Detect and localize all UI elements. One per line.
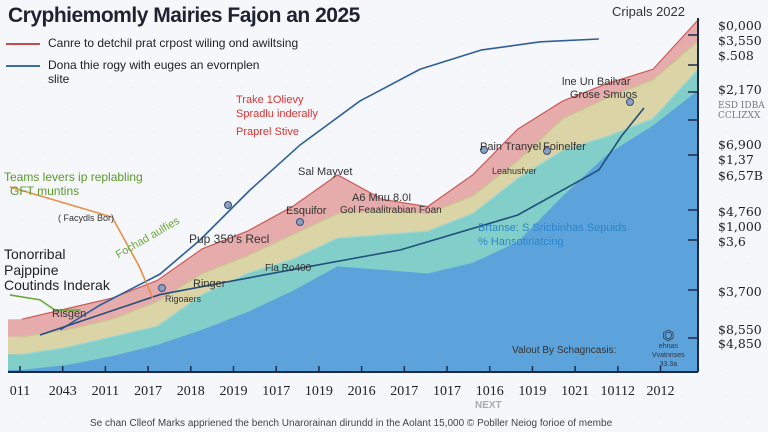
legend-item-blue: Dona thie rogy with euges an evornplen s… [6,58,278,86]
y-tick-label: $3,700 [718,284,762,299]
annotation: Rigoaers [165,294,202,304]
area-edge [21,68,699,355]
area-series-0 [8,90,699,373]
annotation: Pain Tranyel [480,141,542,153]
x-tick-label: 2018 [176,384,205,399]
annotation: Spradlu inderally [236,108,318,120]
y-tick-label: $1,37 [718,152,754,167]
annotation: Teams levers ip replabling [4,170,143,184]
annotation: Pajppine [4,262,59,278]
legend-item-red: Canre to detchil prat crpost wiling ond … [6,36,298,50]
x-tick-label: 2016 [347,384,376,399]
annotation: Tonorribal [4,246,66,262]
y-tick-label: $4,760 [718,204,762,219]
watermark-text: ehnas [658,343,678,350]
annotation: A6 Mnu 8.0I [352,192,412,204]
annotation: Foinelfer [543,141,586,153]
y-tick-label: $6,57B [718,168,763,183]
watermark-logo-icon: ⏣ [662,327,675,343]
x-tick-label: 2011 [91,384,120,399]
data-marker [543,147,551,155]
x-tick-label: 10112 [600,384,636,399]
x-tick-label: 1019 [518,384,547,399]
y-tick-label: $0,000 [718,18,762,33]
y-tick-label: $8,550 [718,322,762,337]
annotation: lne Un Bailvar [562,76,631,88]
legend-label: Canre to detchil prat crpost wiling ond … [48,36,299,50]
x-tick-label: 2012 [646,384,675,399]
x-tick-label: 2043 [48,384,77,399]
annotation: Coutinds Inderak [4,277,110,293]
y-tick-label: $.508 [718,48,754,63]
data-marker [158,284,166,292]
annotation: Praprel Stive [236,126,299,138]
annotation: Leahusfver [492,166,537,176]
annotation: ( Facydls Bor) [58,213,115,223]
area-edge [21,19,699,320]
annotation: % Hansotinatcing [478,236,564,248]
x-tick-label: 2017 [390,384,419,399]
y-tick-label: $1,000 [718,219,762,234]
y-tick-label: $3,550 [718,33,762,48]
y-tick-label: CCLIZXX [718,111,761,121]
y-tick-label: $2,170 [718,82,762,97]
x-tick-label: 2017 [134,384,163,399]
watermark-text: 33.3a [659,361,678,368]
annotation: Trake 1Olievy [236,94,304,106]
x-axis-note: NEXT [475,400,502,411]
x-tick-label: 011 [9,384,31,399]
data-marker [224,201,232,209]
y-tick-label: $6,900 [718,137,762,152]
area-edge [21,40,699,338]
data-marker [626,98,634,106]
annotation: Pup 350's Recl [189,232,270,246]
watermark: ⏣ ehnas Vvatnnses 33.3a [652,328,685,369]
watermark-text: Vvatnnses [652,352,685,359]
y-tick-label: $3,6 [718,234,746,249]
data-marker [480,146,488,154]
legend-label: Dona thie rogy with euges an evornplen s… [48,58,260,86]
annotation: Valout By Schagncasis: [512,345,617,356]
annotation: Brtanse: S Sricbinhas Sepuids [478,222,627,234]
x-tick-label: 1017 [262,384,291,399]
x-tick-label: 2019 [219,384,248,399]
source-note: Se chan Clleof Marks appriened the bench… [90,418,613,429]
annotation: Sal Mayvet [298,166,353,178]
legend-swatch-red [6,42,40,45]
annotation: Fla Ro400 [265,263,312,274]
line-series-0 [59,38,599,331]
annotation: Ringer [193,278,226,290]
line-series-3 [9,294,81,311]
annotation: GFT muntins [10,184,80,198]
line-series-2 [9,186,154,299]
header-year-label: Cripals 2022 [612,4,685,19]
x-tick-label: 1021 [561,384,590,399]
legend-swatch-blue [6,64,40,67]
data-marker [296,218,304,226]
annotation: Gol Feaalitrabian Foan [340,205,442,216]
x-tick-label: 1019 [304,384,333,399]
annotation: Risgen [52,308,87,320]
y-tick-label: ESD IDBA [718,101,765,111]
x-tick-label: 1016 [475,384,504,399]
chart-title: Cryphiemomly Mairies Fajon an 2025 [8,4,360,27]
y-tick-label: $4,850 [718,336,762,351]
x-tick-label: 1017 [433,384,461,399]
line-series-1 [39,107,645,336]
annotation: Esquifor [286,205,327,217]
annotation: Grose Smuos [570,89,638,101]
